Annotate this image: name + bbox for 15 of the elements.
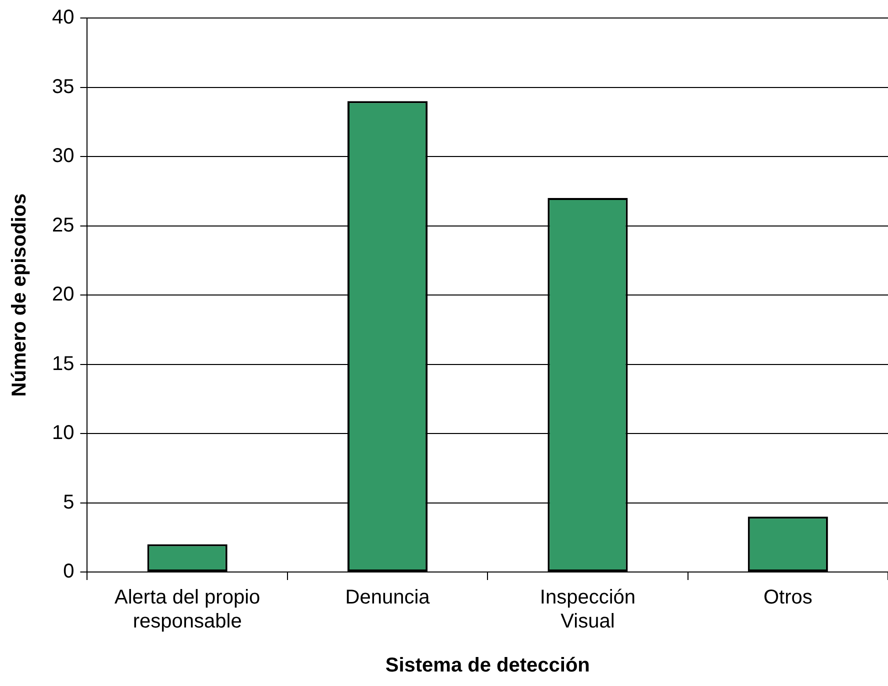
x-tick-label: Alerta del propio responsable	[114, 586, 260, 633]
x-axis-title: Sistema de detección	[385, 654, 590, 677]
y-tick-label: 0	[63, 560, 74, 583]
y-tick-label: 20	[52, 284, 74, 306]
y-tick-label: 30	[52, 145, 74, 168]
x-tick-label: Otros	[763, 586, 812, 609]
y-tick-label: 35	[52, 76, 74, 98]
y-tick-label: 10	[52, 422, 74, 444]
x-tick-label: Denuncia	[345, 586, 431, 609]
y-axis-title: Número de episodios	[8, 193, 31, 397]
y-tick-label: 25	[52, 214, 74, 236]
y-tick-label: 5	[63, 491, 74, 514]
y-tick-label: 40	[52, 6, 74, 29]
x-tick-label: Inspección Visual	[540, 586, 636, 633]
y-tick-label: 15	[52, 352, 74, 375]
